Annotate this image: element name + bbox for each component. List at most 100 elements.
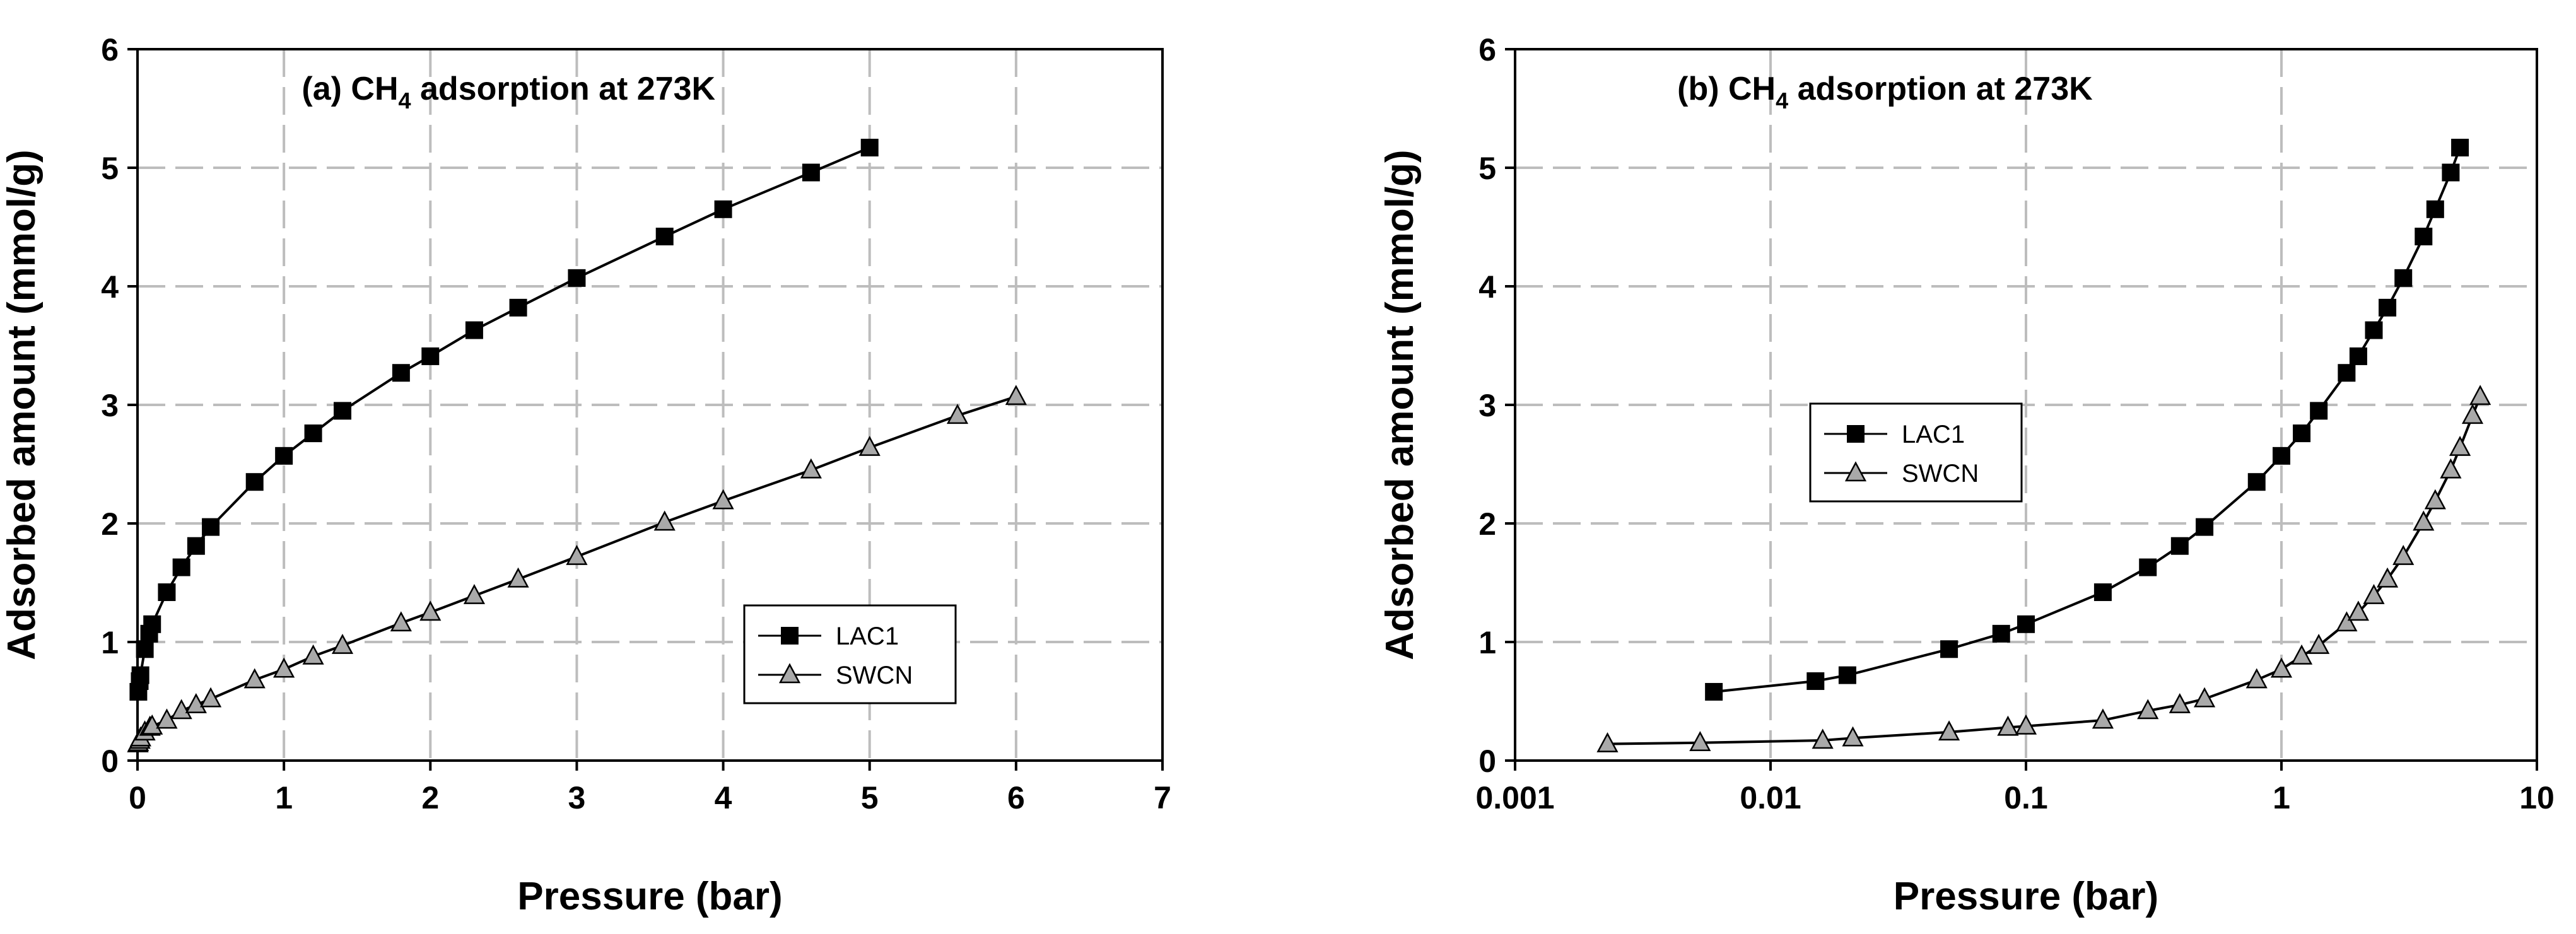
data-point-triangle <box>2245 668 2268 689</box>
legend-label: LAC1 <box>1902 421 1965 448</box>
data-point-square <box>509 298 527 317</box>
data-point-triangle <box>2363 584 2385 604</box>
x-tick-label: 5 <box>861 780 879 815</box>
y-tick-label: 2 <box>1478 506 1496 542</box>
data-point-square <box>172 558 190 576</box>
data-point-triangle <box>2193 687 2216 708</box>
data-point-triangle <box>778 663 801 684</box>
data-point-triangle <box>2092 708 2114 729</box>
data-point-triangle <box>566 544 588 565</box>
data-point-square <box>392 364 410 382</box>
y-tick-label: 5 <box>1478 151 1496 186</box>
data-point-square <box>2426 200 2444 218</box>
legend-label: SWCN <box>1902 460 1979 487</box>
legend-label: SWCN <box>836 662 913 689</box>
y-tick-label: 3 <box>101 388 119 423</box>
data-point-triangle <box>2290 644 2313 665</box>
x-tick-label: 0 <box>129 780 146 815</box>
x-axis-label: Pressure (bar) <box>1894 875 2158 918</box>
data-point-triangle <box>390 611 412 632</box>
legend-box <box>743 604 957 704</box>
data-point-square <box>2365 321 2383 339</box>
data-point-square <box>2139 558 2157 576</box>
data-point-triangle <box>858 436 881 456</box>
data-point-triangle <box>170 699 192 720</box>
data-point-square <box>143 615 161 633</box>
data-point-triangle <box>331 633 354 654</box>
data-point-triangle <box>1689 731 1711 752</box>
x-tick-label: 0.01 <box>1740 780 1801 815</box>
data-point-square <box>275 447 293 465</box>
y-tick-label: 3 <box>1478 388 1496 423</box>
legend-box <box>1809 402 2023 503</box>
data-point-triangle <box>141 714 163 735</box>
data-point-square <box>655 228 674 246</box>
data-point-square <box>1847 425 1865 443</box>
data-point-triangle <box>199 687 222 708</box>
y-tick-label: 0 <box>101 744 119 779</box>
chart-title-part: (b) CH <box>1677 71 1776 107</box>
chart-title-part: 4 <box>1776 88 1788 114</box>
x-tick-label: 0.001 <box>1475 780 1554 815</box>
y-tick-label: 6 <box>1478 32 1496 67</box>
data-point-triangle <box>1005 385 1027 406</box>
legend: LAC1 SWCN <box>743 604 957 704</box>
chart-panel-a: 0 1 2 3 4 5 6 7 0 1 2 3 4 5 6 Pressure (bar) Adsorbed am… <box>0 32 1171 918</box>
data-point-square <box>1806 672 1825 691</box>
data-point-square <box>158 583 176 602</box>
data-point-square <box>1992 624 2010 643</box>
x-axis-label: Pressure (bar) <box>517 875 782 918</box>
data-point-square <box>860 139 879 157</box>
x-tick-label: 1 <box>2273 780 2290 815</box>
x-tick-label: 0.1 <box>2004 780 2048 815</box>
chart-title: (a) CH4 adsorption at 273K <box>302 71 715 114</box>
data-point-triangle <box>2015 714 2037 735</box>
data-point-triangle <box>185 692 207 713</box>
data-point-square <box>2247 473 2266 491</box>
data-point-triangle <box>302 644 324 665</box>
data-point-square <box>2273 447 2290 465</box>
y-tick-label: 1 <box>1478 625 1496 660</box>
y-tick-label: 2 <box>101 506 119 542</box>
data-point-triangle <box>2308 633 2330 654</box>
data-point-square <box>1940 640 1958 658</box>
data-point-square <box>2349 347 2367 365</box>
y-tick-label: 5 <box>101 151 119 186</box>
grid-lines <box>1515 49 2537 761</box>
data-point-square <box>1705 682 1723 701</box>
chart-title-part: 4 <box>399 88 411 114</box>
series-swcn <box>1596 385 2491 752</box>
data-point-triangle <box>2336 611 2358 632</box>
data-point-triangle <box>2376 567 2399 588</box>
data-point-triangle <box>463 584 486 604</box>
data-point-square <box>2017 615 2035 633</box>
data-point-square <box>202 518 220 536</box>
y-tick-label: 1 <box>101 625 119 660</box>
data-point-square <box>2170 537 2189 555</box>
data-point-triangle <box>2469 385 2491 406</box>
data-point-triangle <box>1596 732 1619 752</box>
data-point-square <box>245 473 264 491</box>
data-point-triangle <box>2424 489 2446 510</box>
data-point-triangle <box>1997 715 2019 736</box>
data-point-square <box>131 666 149 684</box>
data-point-triangle <box>653 510 676 531</box>
y-tick-label: 4 <box>101 269 119 305</box>
data-point-square <box>781 627 799 645</box>
data-point-triangle <box>2270 657 2293 678</box>
data-point-square <box>2338 364 2356 382</box>
data-point-triangle <box>2413 510 2435 531</box>
data-point-triangle <box>2137 699 2159 720</box>
data-point-triangle <box>1938 720 1960 741</box>
y-tick-label: 4 <box>1478 269 1496 305</box>
x-tick-label: 6 <box>1007 780 1025 815</box>
data-point-triangle <box>2347 600 2370 621</box>
series-lac1 <box>129 139 879 701</box>
data-point-square <box>2394 269 2413 287</box>
data-point-square <box>2451 139 2469 157</box>
data-point-triangle <box>419 600 442 621</box>
series-lac1 <box>1705 139 2469 701</box>
x-tick-label: 10 <box>2519 780 2555 815</box>
data-point-square <box>2379 298 2397 317</box>
